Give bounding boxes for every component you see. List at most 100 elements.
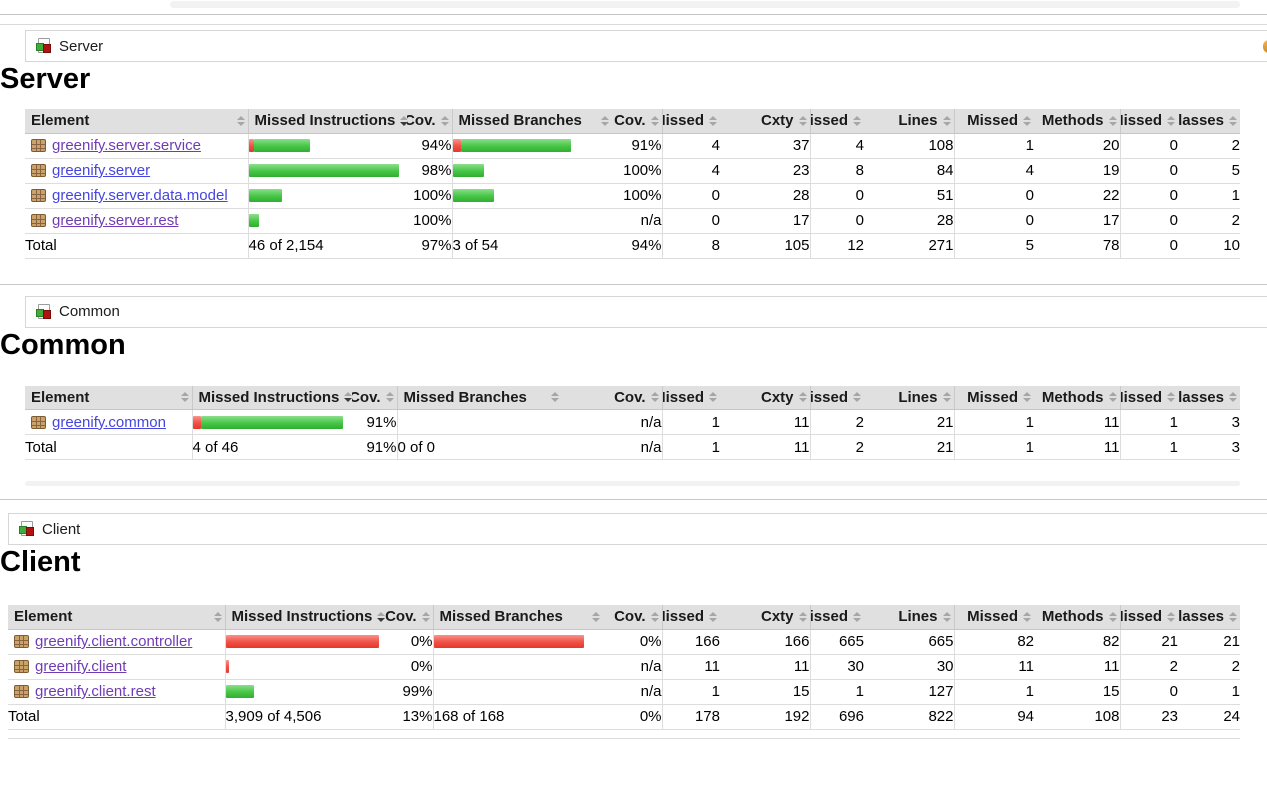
column-header-missed[interactable]: Missed xyxy=(953,605,1034,630)
sort-icon xyxy=(1108,392,1117,403)
counter-cell: 2 xyxy=(1178,208,1240,234)
column-header-label: Element xyxy=(31,112,90,130)
column-header-cov-[interactable]: Cov. xyxy=(385,605,433,630)
column-header-lines[interactable]: Lines xyxy=(864,385,954,410)
column-header-missed[interactable]: Missed xyxy=(1119,605,1178,630)
sessions-icon[interactable] xyxy=(1263,40,1267,53)
sort-icon xyxy=(592,611,600,622)
sort-up-arrow xyxy=(798,611,807,616)
column-header-missed[interactable]: Missed xyxy=(1119,385,1178,410)
column-header-label: Lines xyxy=(898,112,938,130)
column-header-missed[interactable]: Missed xyxy=(953,109,1034,134)
column-header-missed-branches[interactable]: Missed Branches xyxy=(432,605,603,630)
column-header-wrap: Cxty xyxy=(726,389,807,406)
column-header-missed-instructions[interactable]: Missed Instructions xyxy=(224,605,385,630)
column-header-wrap: Methods xyxy=(1040,112,1117,129)
column-header-label: Missed xyxy=(810,112,848,130)
element-cell: greenify.client.controller xyxy=(8,629,225,655)
column-header-missed-instructions[interactable]: Missed Instructions xyxy=(191,385,352,410)
sort-icon xyxy=(942,392,951,403)
column-header-element[interactable]: Element xyxy=(25,109,248,134)
package-icon xyxy=(31,415,46,429)
column-header-cov-[interactable]: Cov. xyxy=(352,385,397,410)
column-header-wrap: Missed Branches xyxy=(440,608,600,625)
sort-icon xyxy=(1167,115,1175,126)
sort-down-arrow xyxy=(344,398,352,403)
column-header-cxty[interactable]: Cxty xyxy=(720,109,810,134)
package-link[interactable]: greenify.common xyxy=(52,413,166,431)
branches-coverage-cell: 100% xyxy=(612,158,662,184)
column-header-missed[interactable]: Missed xyxy=(809,385,864,410)
column-header-methods[interactable]: Methods xyxy=(1034,605,1120,630)
column-header-label: Missed xyxy=(810,388,848,406)
column-header-missed[interactable]: Missed xyxy=(809,605,864,630)
breadcrumb-label: Server xyxy=(59,37,104,55)
package-link[interactable]: greenify.client.rest xyxy=(35,683,156,700)
column-header-label: Missed xyxy=(810,608,848,626)
package-link[interactable]: greenify.server.rest xyxy=(52,212,179,229)
sort-down-arrow xyxy=(440,121,449,126)
column-header-methods[interactable]: Methods xyxy=(1034,109,1120,134)
column-header-methods[interactable]: Methods xyxy=(1034,385,1120,410)
branches-coverage-cell: 91% xyxy=(612,133,662,159)
column-header-cov-[interactable]: Cov. xyxy=(612,109,662,134)
column-header-element[interactable]: Element xyxy=(25,385,192,410)
column-header-cxty[interactable]: Cxty xyxy=(720,605,810,630)
column-header-wrap: Missed xyxy=(961,608,1031,625)
total-counter-cell: 1 xyxy=(661,434,720,460)
sort-icon xyxy=(798,611,807,622)
column-header-missed[interactable]: Missed xyxy=(809,109,864,134)
column-header-missed[interactable]: Missed xyxy=(661,385,720,410)
column-header-cov-[interactable]: Cov. xyxy=(603,605,662,630)
sort-down-arrow xyxy=(1167,121,1175,126)
column-header-lines[interactable]: Lines xyxy=(864,109,954,134)
breadcrumb-label: Client xyxy=(42,520,81,538)
total-counter-cell: 10 xyxy=(1178,233,1240,259)
counter-cell: 21 xyxy=(1119,629,1178,655)
counter-cell: 11 xyxy=(953,654,1034,680)
column-header-wrap: Missed Instructions xyxy=(255,112,407,129)
table-row: greenify.client.rest 99% n/a 1 15 1 127 1 15 0 1 xyxy=(8,679,1240,705)
column-header-missed[interactable]: Missed xyxy=(661,605,720,630)
counter-cell: 30 xyxy=(864,654,954,680)
branches-coverage-cell: 100% xyxy=(612,183,662,209)
package-link[interactable]: greenify.client xyxy=(35,658,127,675)
horizontal-divider xyxy=(0,24,1267,25)
column-header-cov-[interactable]: Cov. xyxy=(562,385,662,410)
column-header-wrap: Missed xyxy=(663,608,717,625)
column-header-missed-branches[interactable]: Missed Branches xyxy=(451,109,612,134)
section-edge-sliver xyxy=(25,481,1240,486)
column-header-label: Missed xyxy=(967,112,1018,130)
total-label-cell: Total xyxy=(25,434,192,460)
element-cell-content: greenify.server.rest xyxy=(25,212,248,229)
column-header-missed-branches[interactable]: Missed Branches xyxy=(396,385,562,410)
report-group-icon xyxy=(36,303,52,320)
column-header-missed[interactable]: Missed xyxy=(1119,109,1178,134)
counter-cell: 108 xyxy=(864,133,954,159)
column-header-classes[interactable]: Classes xyxy=(1178,109,1240,134)
top-edge-sliver xyxy=(170,1,1240,8)
column-header-missed-instructions[interactable]: Missed Instructions xyxy=(247,109,407,134)
sort-down-arrow xyxy=(377,617,385,622)
sort-down-arrow xyxy=(853,617,861,622)
column-header-cxty[interactable]: Cxty xyxy=(720,385,810,410)
column-header-classes[interactable]: Classes xyxy=(1178,385,1240,410)
counter-cell: 2 xyxy=(809,409,864,435)
total-counter-cell: 21 xyxy=(864,434,954,460)
package-link[interactable]: greenify.server xyxy=(52,162,151,179)
column-header-cov-[interactable]: Cov. xyxy=(407,109,452,134)
package-link[interactable]: greenify.server.data.model xyxy=(52,187,228,204)
sort-up-arrow xyxy=(1229,115,1237,120)
sort-icon xyxy=(1229,115,1237,126)
column-header-classes[interactable]: Classes xyxy=(1178,605,1240,630)
column-header-missed[interactable]: Missed xyxy=(661,109,720,134)
element-cell-content: greenify.client.controller xyxy=(8,633,225,650)
package-link[interactable]: greenify.server.service xyxy=(52,137,201,154)
column-header-wrap: Cov. xyxy=(352,389,394,406)
table-row: greenify.server.rest 100% n/a 0 17 0 28 0 17 0 2 xyxy=(25,208,1240,234)
counter-cell: 4 xyxy=(809,133,864,159)
column-header-missed[interactable]: Missed xyxy=(953,385,1034,410)
package-link[interactable]: greenify.client.controller xyxy=(35,633,193,650)
column-header-element[interactable]: Element xyxy=(8,605,225,630)
column-header-lines[interactable]: Lines xyxy=(864,605,954,630)
